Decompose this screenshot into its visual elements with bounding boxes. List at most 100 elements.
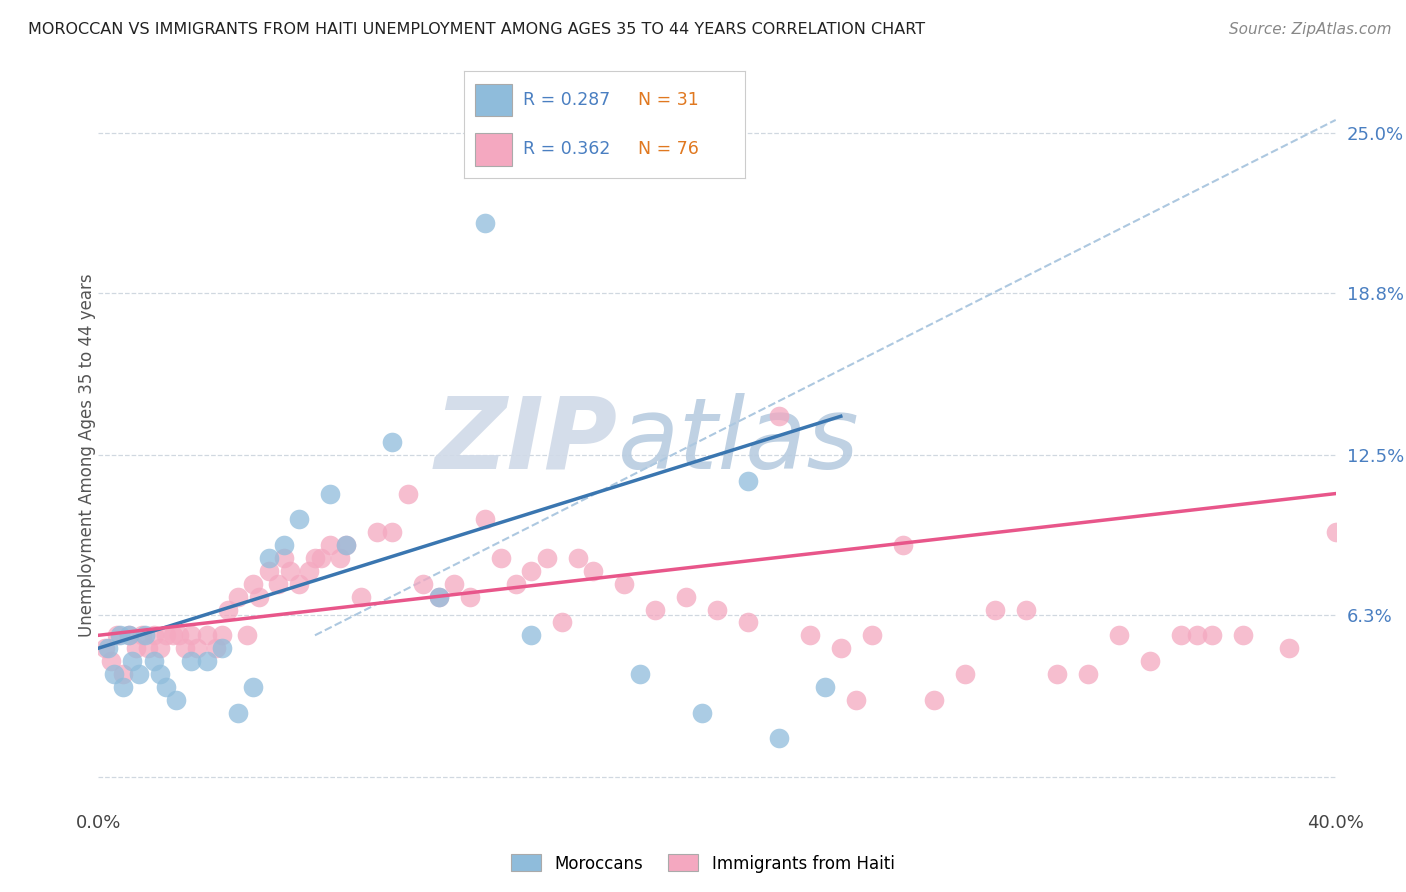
Point [1201,628,1223,642]
Point [257,564,280,578]
Point [162,628,184,642]
Point [690,706,713,720]
Point [1046,667,1069,681]
Point [706,602,728,616]
Point [675,590,697,604]
Point [124,641,146,656]
Point [242,576,264,591]
Point [195,654,218,668]
Point [427,590,450,604]
Point [1015,602,1038,616]
Point [155,680,177,694]
Point [165,692,187,706]
Point [288,576,311,591]
FancyBboxPatch shape [475,134,512,166]
Point [335,538,357,552]
Point [205,641,228,656]
Point [278,564,301,578]
Legend: Moroccans, Immigrants from Haiti: Moroccans, Immigrants from Haiti [505,847,901,880]
Point [953,667,976,681]
Point [319,538,342,552]
Point [1185,628,1208,642]
Point [396,486,419,500]
Point [1232,628,1254,642]
Point [134,628,156,642]
Point [236,628,259,642]
Text: ZIP: ZIP [434,392,619,490]
Point [143,654,166,668]
Point [217,602,239,616]
Point [319,486,342,500]
Point [845,692,868,706]
Point [118,628,141,642]
Point [174,641,197,656]
Point [644,602,666,616]
Text: N = 76: N = 76 [638,141,699,159]
Point [474,216,496,230]
Point [167,628,190,642]
Point [505,576,527,591]
Point [118,628,141,642]
Point [381,435,404,450]
Point [350,590,373,604]
Text: atlas: atlas [619,392,859,490]
Point [93,641,115,656]
Point [520,564,543,578]
Point [211,628,233,642]
Point [112,680,135,694]
Point [984,602,1007,616]
Text: R = 0.287: R = 0.287 [523,91,610,109]
Point [186,641,208,656]
Point [128,667,150,681]
Point [1108,628,1130,642]
Point [257,551,280,566]
Point [100,654,122,668]
Point [273,551,295,566]
Point [105,628,128,642]
Point [922,692,945,706]
Point [860,628,883,642]
Point [242,680,264,694]
FancyBboxPatch shape [475,84,512,116]
Point [381,525,404,540]
Point [458,590,481,604]
Point [309,551,332,566]
Point [143,628,166,642]
Point [304,551,326,566]
Point [1170,628,1192,642]
Point [1139,654,1161,668]
Point [329,551,352,566]
Point [247,590,270,604]
Point [97,641,120,656]
Point [103,667,125,681]
Point [536,551,558,566]
Text: N = 31: N = 31 [638,91,699,109]
Point [891,538,914,552]
Point [412,576,434,591]
Point [474,512,496,526]
Point [737,615,759,630]
Point [768,731,790,746]
Point [567,551,589,566]
Point [768,409,790,424]
Text: MOROCCAN VS IMMIGRANTS FROM HAITI UNEMPLOYMENT AMONG AGES 35 TO 44 YEARS CORRELA: MOROCCAN VS IMMIGRANTS FROM HAITI UNEMPL… [28,22,925,37]
Point [830,641,852,656]
Point [288,512,311,526]
Point [149,667,172,681]
Point [298,564,321,578]
Point [121,654,143,668]
Point [366,525,388,540]
Y-axis label: Unemployment Among Ages 35 to 44 years: Unemployment Among Ages 35 to 44 years [79,273,96,637]
Point [1077,667,1099,681]
Point [195,628,218,642]
Point [149,641,172,656]
Point [155,628,177,642]
Point [108,628,131,642]
Text: R = 0.362: R = 0.362 [523,141,610,159]
Point [335,538,357,552]
Point [1278,641,1301,656]
Point [737,474,759,488]
Point [613,576,636,591]
Point [551,615,574,630]
Point [273,538,295,552]
